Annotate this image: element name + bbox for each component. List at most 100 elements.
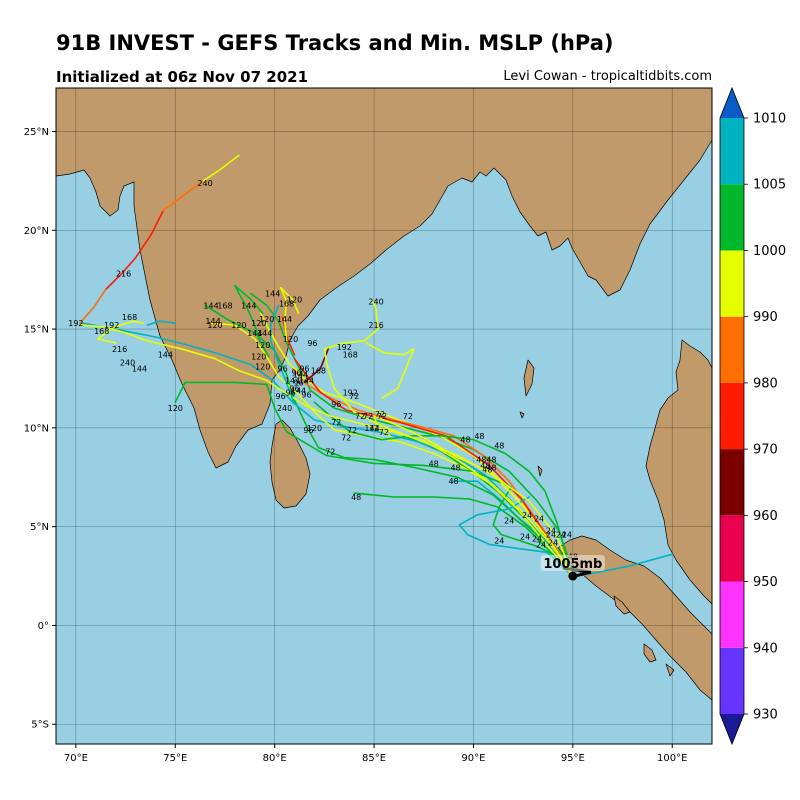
lat-tick-label: 5°N (30, 522, 49, 533)
colorbar-segment (720, 250, 744, 317)
chart-title: 91B INVEST - GEFS Tracks and Min. MSLP (… (56, 31, 614, 55)
forecast-hour-label: 216 (368, 321, 383, 330)
colorbar-segment (720, 647, 744, 714)
forecast-hour-label: 48 (480, 461, 490, 470)
colorbar-segment (720, 184, 744, 251)
forecast-hour-label: 144 (285, 376, 300, 385)
forecast-hour-label: 24 (504, 517, 514, 526)
lat-tick-label: 20°N (24, 226, 49, 237)
forecast-hour-label: 96 (285, 388, 295, 397)
lon-tick-label: 80°E (263, 753, 287, 764)
landmass-enggano (665, 663, 675, 677)
forecast-hour-label: 96 (307, 339, 317, 348)
forecast-hour-label: 192 (343, 388, 358, 397)
forecast-hour-label: 72 (355, 412, 365, 421)
ensemble-track (353, 492, 574, 577)
forecast-hour-label: 48 (351, 493, 361, 502)
forecast-hour-label: 144 (277, 315, 292, 324)
forecast-hour-label: 168 (94, 327, 109, 336)
map-frame (55, 87, 713, 745)
forecast-hour-label: 120 (255, 341, 270, 350)
forecast-hour-label: 120 (168, 404, 183, 413)
lat-tick-label: 25°N (24, 127, 49, 138)
forecast-hour-label: 72 (375, 410, 385, 419)
ensemble-track (323, 298, 574, 577)
ensemble-track (458, 496, 574, 577)
forecast-hour-label: 48 (450, 463, 460, 472)
colorbar-label: 960 (753, 509, 778, 524)
forecast-hour-label: 144 (265, 289, 280, 298)
track-layer (79, 154, 673, 577)
forecast-hour-label: 48 (474, 432, 484, 441)
landmass-nias (613, 595, 631, 615)
forecast-hour-label: 144 (299, 376, 314, 385)
forecast-hour-label: 144 (132, 365, 147, 374)
ensemble-track (162, 180, 204, 212)
ensemble-track (373, 415, 574, 577)
forecast-hour-label: 24 (546, 527, 556, 536)
forecast-hour-label: 192 (68, 319, 83, 328)
colorbar-label: 1000 (753, 244, 786, 259)
forecast-hour-label: 48 (486, 463, 496, 472)
lon-tick-label: 75°E (163, 753, 187, 764)
colorbar-label: 930 (753, 708, 778, 723)
forecast-hour-label: 72 (377, 412, 387, 421)
chart-credit: Levi Cowan - tropicaltidbits.com (503, 69, 712, 84)
ensemble-track (174, 381, 574, 577)
ensemble-track (81, 322, 574, 577)
annotation-background (540, 555, 605, 572)
forecast-hour-label: 24 (494, 536, 504, 545)
colorbar-segment (720, 515, 744, 582)
forecast-hour-label: 24 (536, 540, 546, 549)
landmass-nicobar (537, 465, 543, 477)
forecast-hour-label: 192 (337, 343, 352, 352)
colorbar-label: 1010 (753, 112, 786, 127)
forecast-hour-label: 96 (289, 384, 299, 393)
forecast-hour-label: 120 (255, 363, 270, 372)
landmass-island-small (519, 411, 525, 419)
axes: 70°E 75°E 80°E 85°E 90°E 95°E 100°E 25°N 20°N 15°… (24, 127, 688, 764)
min-pressure-annotation: 1005mb (543, 557, 602, 572)
forecast-hour-label: 96 (291, 369, 301, 378)
ensemble-track (260, 312, 574, 577)
ensemble-track (250, 292, 574, 577)
chart-subtitle: Initialized at 06z Nov 07 2021 (56, 68, 309, 86)
forecast-hour-label: 96 (299, 365, 309, 374)
forecast-hour-label: 24 (534, 515, 544, 524)
forecast-hour-label: 120 (283, 335, 298, 344)
forecast-hour-label: 72 (363, 412, 373, 421)
forecast-hour-label: 168 (343, 351, 358, 360)
forecast-hour-label: 168 (122, 313, 137, 322)
lon-tick-label: 95°E (561, 753, 585, 764)
forecast-hour-label: 72 (403, 412, 413, 421)
colorbar-segment (720, 382, 744, 450)
forecast-hour-label: 24 (556, 531, 566, 540)
land-layer (56, 88, 712, 701)
lat-tick-label: 15°N (24, 325, 49, 336)
landmass-andaman (523, 359, 535, 397)
forecast-hour-label: 168 (279, 299, 294, 308)
colorbar-label: 980 (753, 376, 778, 391)
forecast-hour-label: 72 (369, 424, 379, 433)
forecast-hour-label: 48 (448, 477, 458, 486)
forecast-hour-label: 72 (331, 418, 341, 427)
colorbar-segment (720, 449, 744, 516)
forecast-hour-label: 144 (203, 301, 218, 310)
forecast-hour-label: 96 (278, 365, 288, 374)
forecast-hour-label: 192 (104, 321, 119, 330)
forecast-hour-label: 120 (259, 315, 274, 324)
landmass-sri-lanka (269, 419, 311, 509)
colorbar-label: 990 (753, 310, 778, 325)
forecast-hour-label: 144 (241, 301, 256, 310)
ensemble-track (234, 284, 270, 358)
lon-tick-label: 100°E (657, 753, 687, 764)
colorbar-segment (720, 118, 744, 185)
ensemble-track (104, 209, 165, 291)
ensemble-track (365, 342, 415, 399)
lat-tick-label: 10°N (24, 423, 49, 434)
ensemble-track (293, 357, 574, 577)
forecast-hour-label: 72 (379, 428, 389, 437)
landmass-mentawai (643, 643, 657, 663)
lat-tick-label: 5°S (31, 720, 49, 731)
